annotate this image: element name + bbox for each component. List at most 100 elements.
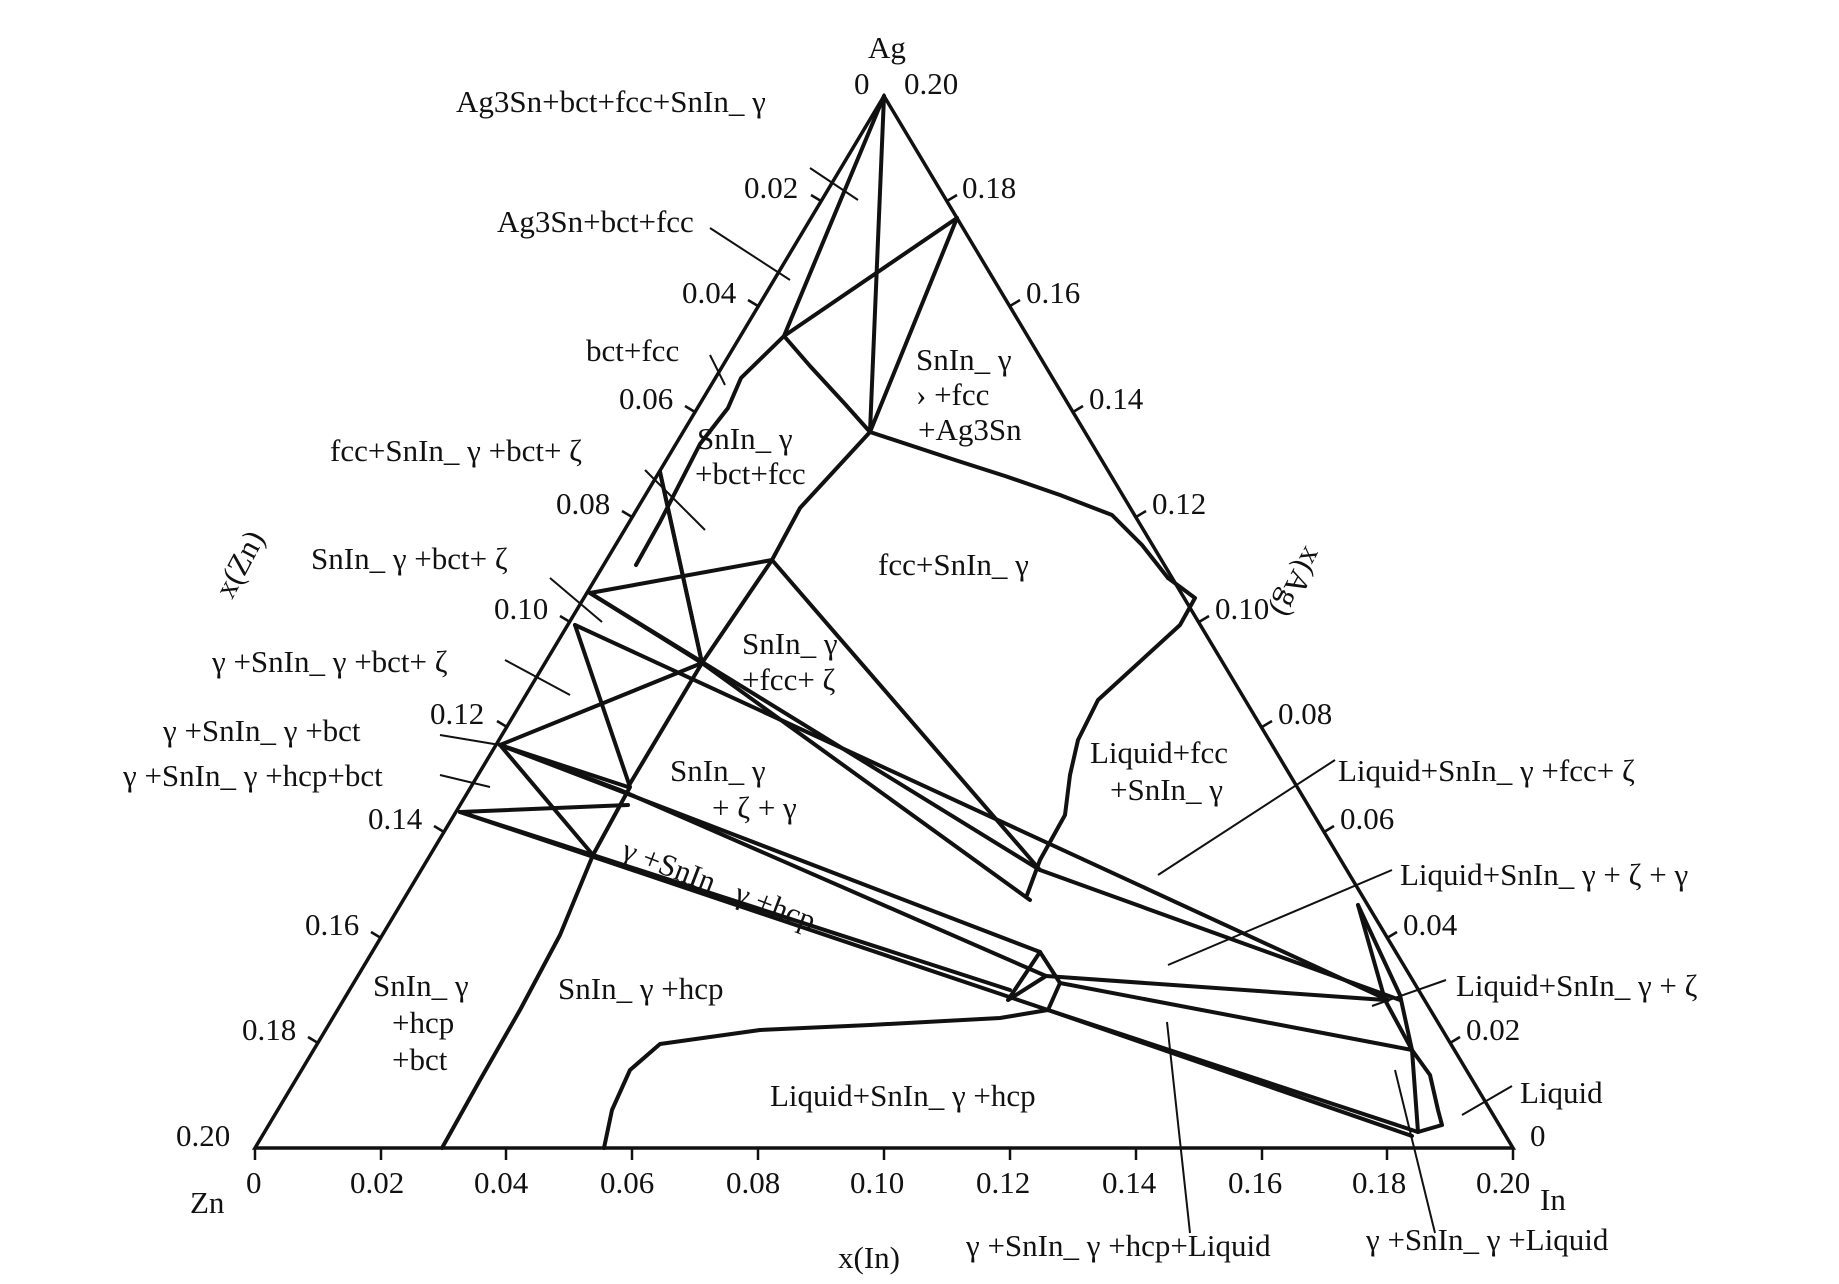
tick-mark bbox=[684, 404, 696, 414]
tick-label: 0.10 bbox=[494, 591, 548, 626]
tick-label: 0.12 bbox=[430, 696, 484, 731]
boundary-line bbox=[782, 216, 959, 338]
region-label: bct+fcc bbox=[586, 333, 679, 368]
region-label: Liquid+fcc bbox=[1090, 735, 1228, 770]
boundary-line bbox=[458, 803, 630, 814]
right-tick-labels: 0.20 0.18 0.16 0.14 0.12 0.10 0.08 0.06 … bbox=[904, 66, 1546, 1153]
tick-mark bbox=[1198, 614, 1210, 624]
tick-mark bbox=[1449, 1035, 1461, 1045]
tick-label: 0.12 bbox=[1152, 486, 1206, 521]
tick-label: 0.16 bbox=[1228, 1165, 1282, 1200]
bottom-tick-labels: 0 0.02 0.04 0.06 0.08 0.10 0.12 0.14 0.1… bbox=[246, 1165, 1530, 1200]
leader-line bbox=[439, 774, 491, 788]
region-label: +SnIn_ γ bbox=[1110, 772, 1223, 807]
leader-line bbox=[549, 577, 603, 623]
tick-label: 0.06 bbox=[1340, 801, 1394, 836]
boundary-line bbox=[1046, 1008, 1414, 1138]
tick-label: 0.04 bbox=[682, 275, 737, 310]
region-label: γ +SnIn_ γ +bct bbox=[162, 713, 361, 748]
tick-label: 0 bbox=[1530, 1118, 1546, 1153]
tick-mark bbox=[747, 298, 759, 308]
region-label: +Ag3Sn bbox=[918, 412, 1022, 447]
region-label: γ +SnIn_ γ +hcp bbox=[617, 832, 821, 938]
tick-label: 0 bbox=[854, 66, 870, 101]
tick-mark bbox=[1323, 824, 1335, 834]
region-label: Liquid bbox=[1520, 1075, 1603, 1110]
tick-label: 0.16 bbox=[305, 907, 359, 942]
region-label: +hcp bbox=[392, 1005, 454, 1040]
leader-line bbox=[504, 659, 571, 696]
region-label: › +fcc bbox=[916, 377, 989, 412]
boundary-line bbox=[1044, 974, 1387, 1002]
region-label: Liquid+SnIn_ γ + ζ bbox=[1456, 968, 1698, 1003]
tick-label: 0.18 bbox=[1352, 1165, 1406, 1200]
corner-label-zn: Zn bbox=[190, 1185, 225, 1220]
boundary-line bbox=[1058, 981, 1414, 1052]
boundary-line bbox=[573, 623, 1390, 1002]
region-label: Ag3Sn+bct+fcc+SnIn_ γ bbox=[456, 84, 766, 119]
tick-label: 0.10 bbox=[850, 1165, 904, 1200]
boundary-line bbox=[658, 470, 704, 665]
boundary-line bbox=[588, 591, 1042, 872]
boundary-line bbox=[1006, 950, 1048, 1002]
region-labels: Ag3Sn+bct+fcc+SnIn_ γ Ag3Sn+bct+fcc bct+… bbox=[122, 84, 1698, 1263]
boundary-line bbox=[770, 558, 1402, 1002]
region-label: SnIn_ γ bbox=[670, 753, 766, 788]
region-label: +fcc+ ζ bbox=[742, 662, 836, 697]
region-label: SnIn_ γ bbox=[697, 421, 793, 456]
leader-line bbox=[644, 469, 706, 531]
region-label: SnIn_ γ +hcp bbox=[558, 971, 724, 1006]
region-label: γ +SnIn_ γ +hcp+Liquid bbox=[965, 1228, 1271, 1263]
boundary-line bbox=[602, 1008, 1050, 1150]
leader-line bbox=[1157, 759, 1336, 876]
tick-mark bbox=[946, 193, 958, 203]
tick-label: 0.02 bbox=[1466, 1012, 1520, 1047]
region-label: Liquid+SnIn_ γ +fcc+ ζ bbox=[1338, 753, 1635, 788]
boundary-line bbox=[1356, 903, 1387, 1002]
tick-label: 0.04 bbox=[474, 1165, 529, 1200]
region-label: Liquid+SnIn_ γ + ζ + γ bbox=[1400, 857, 1688, 892]
tick-mark bbox=[1261, 719, 1273, 729]
tick-label: 0.08 bbox=[1278, 696, 1332, 731]
tick-mark bbox=[810, 193, 822, 203]
region-label: Liquid+SnIn_ γ +hcp bbox=[770, 1078, 1036, 1113]
leader-line bbox=[709, 354, 726, 386]
boundary-line bbox=[1025, 576, 1197, 897]
tick-label: 0.08 bbox=[556, 486, 610, 521]
tick-label: 0.20 bbox=[1476, 1165, 1530, 1200]
corner-label-in: In bbox=[1540, 1182, 1566, 1217]
boundary-line bbox=[591, 853, 1012, 992]
tick-label: 0.20 bbox=[176, 1118, 230, 1153]
region-label: γ +SnIn_ γ +bct+ ζ bbox=[211, 644, 448, 679]
axis-title-left: x(Zn) bbox=[207, 525, 271, 604]
leader-lines bbox=[439, 167, 1513, 1234]
region-label: fcc+SnIn_ γ +bct+ ζ bbox=[330, 433, 582, 468]
boundary-line bbox=[1383, 998, 1420, 1134]
tick-mark bbox=[559, 614, 571, 624]
boundary-line bbox=[498, 743, 595, 857]
tick-label: 0.16 bbox=[1026, 275, 1080, 310]
tick-label: 0.18 bbox=[242, 1012, 296, 1047]
region-label: γ +SnIn_ γ +hcp+bct bbox=[122, 758, 383, 793]
region-label: fcc+SnIn_ γ bbox=[878, 547, 1029, 582]
tick-label: 0.06 bbox=[619, 381, 673, 416]
tick-label: 0.14 bbox=[1102, 1165, 1157, 1200]
region-label: SnIn_ γ bbox=[916, 342, 1012, 377]
leader-line bbox=[809, 167, 859, 201]
tick-mark bbox=[307, 1035, 319, 1045]
tick-mark bbox=[496, 719, 508, 729]
region-label: + ζ + γ bbox=[712, 790, 797, 825]
axis-title-right: x(Ag) bbox=[1265, 542, 1331, 624]
corner-label-ag: Ag bbox=[868, 30, 906, 65]
boundary-line bbox=[782, 334, 872, 434]
boundary-line bbox=[498, 743, 1042, 954]
boundary-line bbox=[1038, 950, 1062, 1012]
leader-line bbox=[709, 227, 791, 281]
tick-label: 0.08 bbox=[726, 1165, 780, 1200]
boundary-line bbox=[868, 216, 959, 434]
leader-line bbox=[1461, 1085, 1513, 1116]
leader-line bbox=[1394, 1069, 1436, 1234]
region-label: +bct+fcc bbox=[695, 456, 806, 491]
leader-line bbox=[1371, 979, 1447, 1007]
